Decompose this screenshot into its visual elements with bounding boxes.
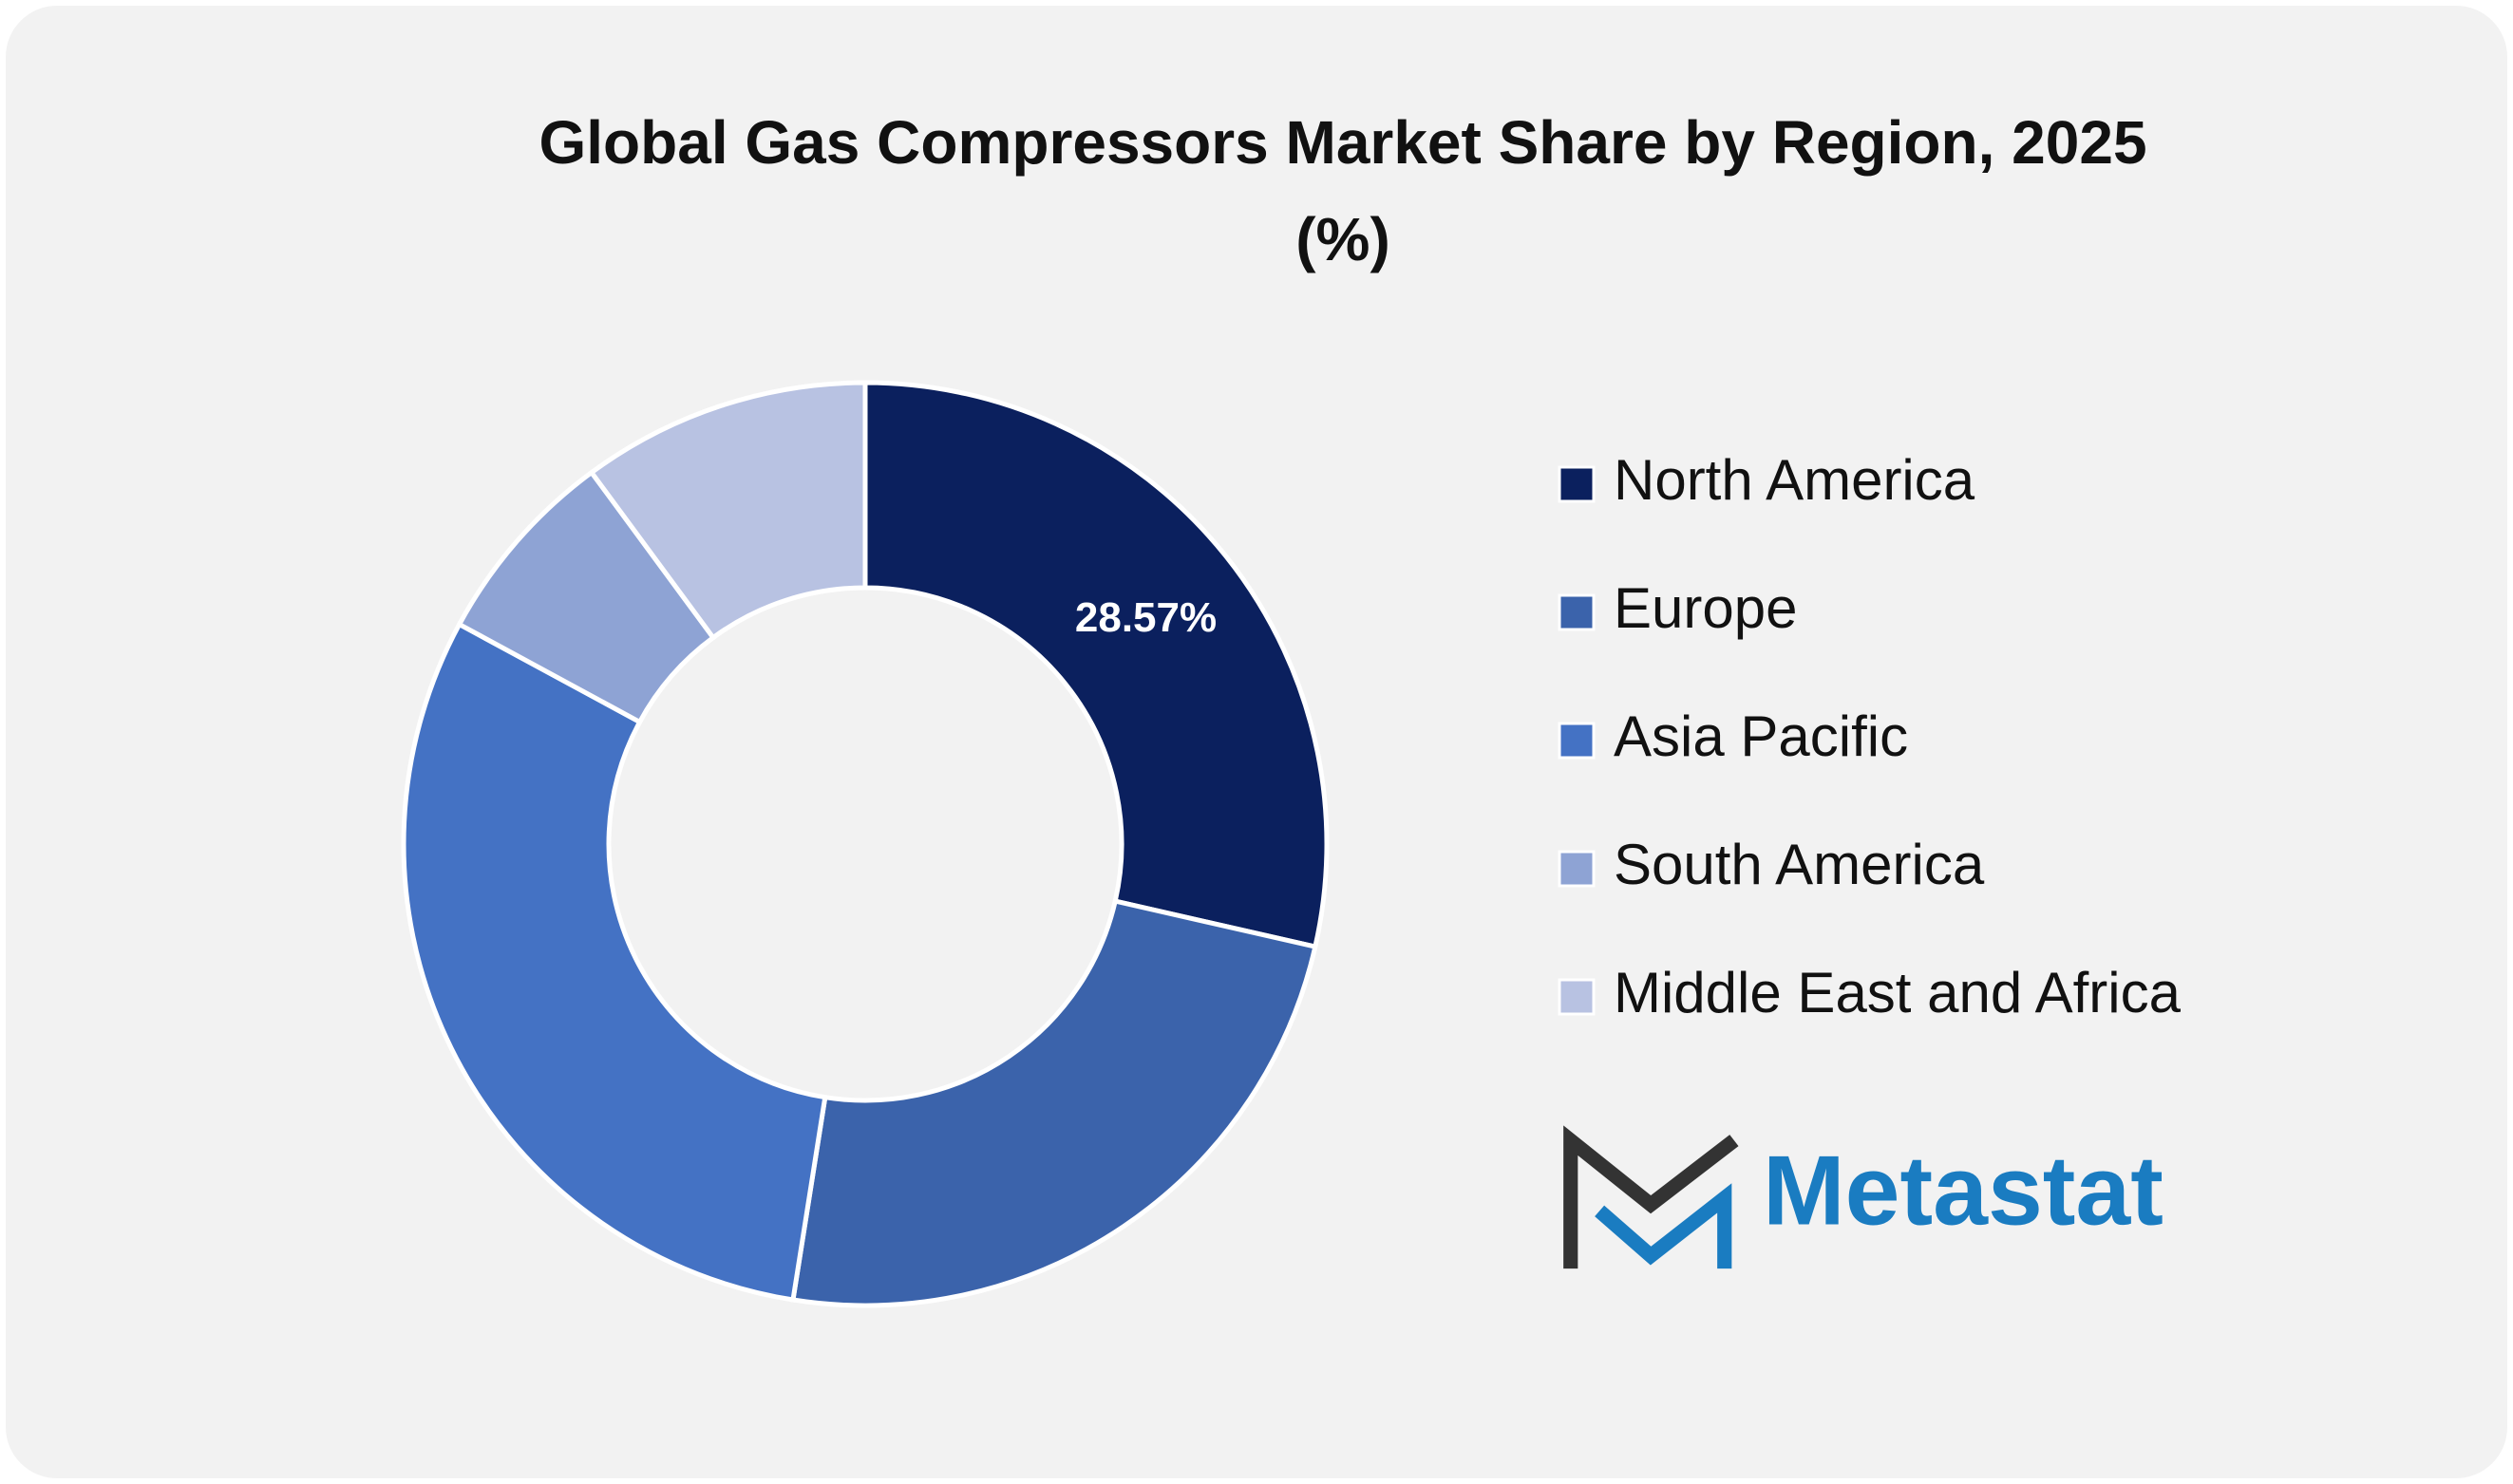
legend-label: South America	[1614, 833, 1985, 896]
value-label: 28.57%	[1075, 594, 1217, 641]
legend-swatch	[1558, 593, 1596, 631]
chart-title: (%)	[1295, 205, 1390, 273]
legend-swatch	[1558, 465, 1596, 503]
legend-swatch	[1558, 850, 1596, 888]
legend-swatch	[1558, 978, 1596, 1016]
slice	[790, 898, 1318, 1308]
logo-icon-blue	[1595, 1183, 1732, 1269]
legend-swatch	[1558, 722, 1596, 760]
legend-label: North America	[1614, 448, 1975, 512]
legend: North America Europe Asia Pacific South Ame…	[1558, 448, 2182, 1024]
logo-icon	[1563, 1125, 1739, 1269]
logo-text: Metastat	[1763, 1136, 2163, 1246]
slice	[401, 621, 828, 1303]
slice	[862, 380, 1330, 950]
logo-icon-dark	[1563, 1125, 1739, 1269]
donut: 28.57%	[401, 380, 1330, 1308]
legend-label: Middle East and Africa	[1614, 961, 2182, 1024]
chart-title: Global Gas Compressors Market Share by R…	[538, 108, 2146, 177]
legend-label: Europe	[1614, 576, 1797, 640]
legend-label: Asia Pacific	[1614, 704, 1908, 768]
slice	[588, 380, 868, 642]
